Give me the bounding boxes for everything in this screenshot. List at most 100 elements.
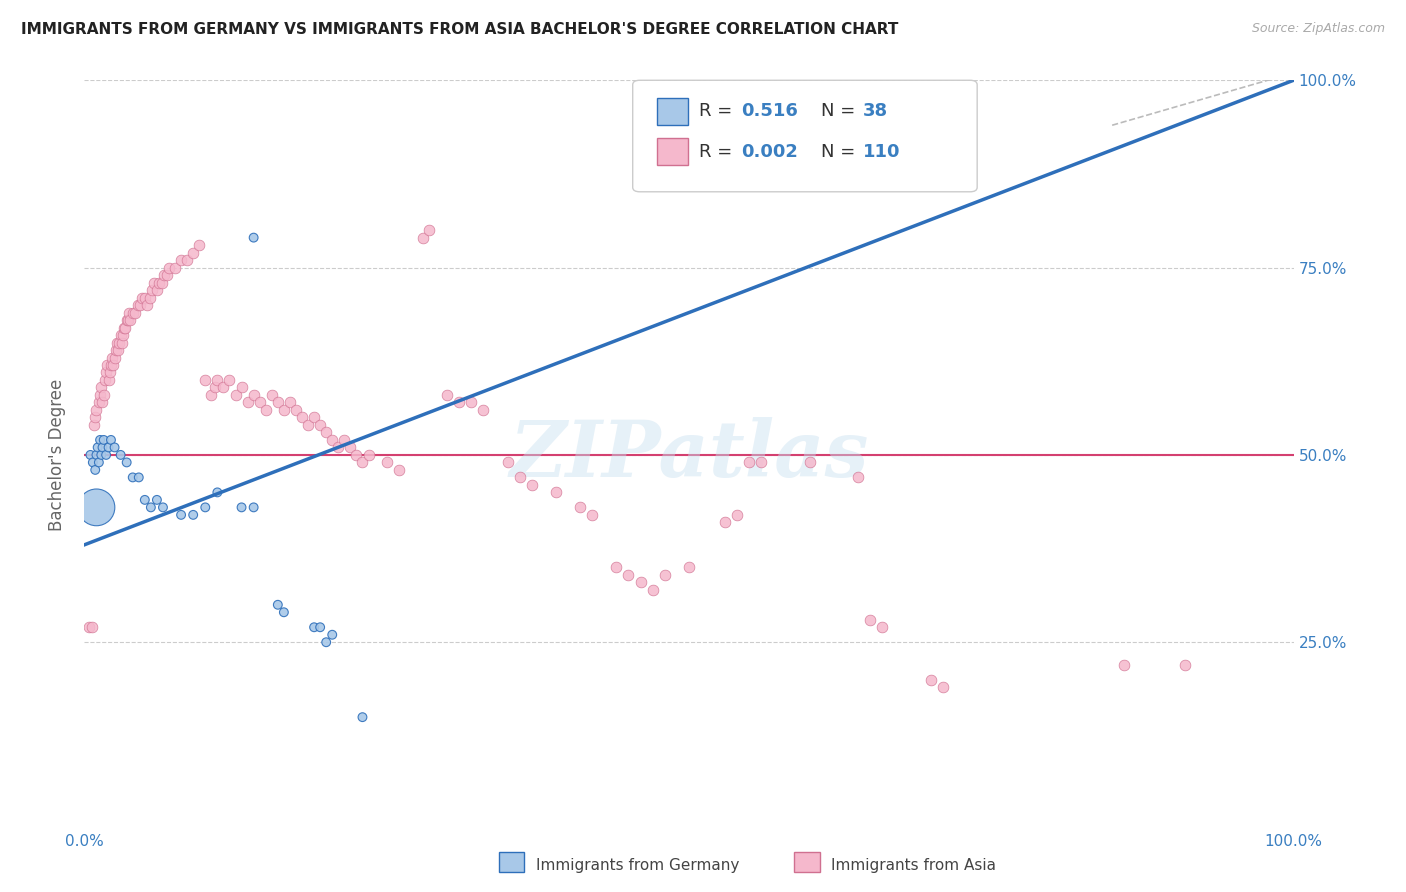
Point (581, 508, 603, 522)
Point (242, 388, 264, 402)
Point (242, 230, 264, 244)
Point (104, 441, 127, 455)
Point (333, 433, 356, 447)
Point (77, 620, 100, 634)
Text: N =: N = (821, 143, 860, 161)
Point (1174, 657, 1197, 672)
Point (231, 380, 253, 394)
Point (108, 335, 131, 350)
Point (165, 260, 187, 275)
Point (751, 455, 773, 469)
Point (315, 425, 337, 440)
Point (86, 448, 108, 462)
Point (170, 508, 193, 522)
Point (155, 268, 177, 282)
Point (714, 516, 737, 530)
Point (520, 478, 543, 492)
Point (738, 455, 761, 469)
Point (134, 492, 156, 507)
Point (100, 433, 122, 447)
Point (96, 358, 118, 372)
Point (141, 283, 163, 297)
Point (84, 463, 107, 477)
Point (449, 395, 471, 409)
Point (194, 373, 217, 387)
Point (412, 230, 434, 244)
Text: 110: 110 (863, 143, 901, 161)
Point (641, 582, 664, 597)
Point (83, 417, 105, 432)
Point (94, 366, 117, 380)
Point (94, 448, 117, 462)
Point (127, 298, 149, 312)
Point (496, 455, 519, 469)
Point (111, 335, 134, 350)
Point (218, 373, 240, 387)
Point (97, 441, 120, 455)
Point (87, 395, 110, 409)
Point (89, 388, 111, 402)
Point (418, 223, 440, 237)
Point (117, 313, 139, 327)
Point (86, 500, 108, 515)
Point (98, 366, 121, 380)
Point (148, 276, 170, 290)
Point (93, 388, 115, 402)
Point (121, 470, 143, 484)
Point (86, 403, 108, 417)
Point (143, 276, 166, 290)
Point (236, 395, 259, 409)
Text: R =: R = (699, 143, 738, 161)
Point (799, 455, 821, 469)
Point (605, 560, 627, 574)
Point (328, 441, 350, 455)
Text: Immigrants from Germany: Immigrants from Germany (536, 858, 740, 872)
Point (846, 470, 869, 484)
Point (128, 470, 150, 484)
Point (315, 635, 337, 649)
Point (920, 673, 942, 687)
Point (260, 388, 283, 402)
Point (278, 395, 301, 409)
Point (90, 448, 112, 462)
Point (188, 238, 211, 252)
Point (134, 291, 156, 305)
Point (124, 305, 146, 319)
Point (90, 380, 112, 394)
Point (932, 680, 955, 694)
Point (872, 620, 894, 634)
Point (107, 343, 129, 357)
Text: 0.516: 0.516 (741, 103, 797, 120)
Point (302, 410, 325, 425)
Point (97, 373, 120, 387)
Point (152, 500, 174, 515)
Point (231, 500, 253, 515)
Point (129, 298, 152, 312)
Point (204, 380, 226, 394)
Text: N =: N = (821, 103, 860, 120)
Point (302, 620, 325, 634)
Point (254, 403, 277, 417)
Point (146, 283, 169, 297)
Point (105, 335, 128, 350)
Point (544, 485, 567, 500)
Point (654, 567, 676, 582)
Point (94, 373, 117, 387)
Point (79, 448, 101, 462)
Point (101, 351, 124, 365)
Point (157, 260, 180, 275)
Point (112, 320, 135, 334)
Point (84, 410, 107, 425)
Point (357, 448, 380, 462)
Point (436, 388, 458, 402)
Point (87, 455, 110, 469)
Point (799, 170, 821, 185)
Point (321, 628, 343, 642)
Point (212, 380, 235, 394)
Point (176, 253, 198, 268)
Text: 0.002: 0.002 (741, 143, 797, 161)
Point (86, 441, 108, 455)
Point (297, 417, 319, 432)
Point (181, 508, 204, 522)
Text: IMMIGRANTS FROM GERMANY VS IMMIGRANTS FROM ASIA BACHELOR'S DEGREE CORRELATION CH: IMMIGRANTS FROM GERMANY VS IMMIGRANTS FR… (21, 22, 898, 37)
